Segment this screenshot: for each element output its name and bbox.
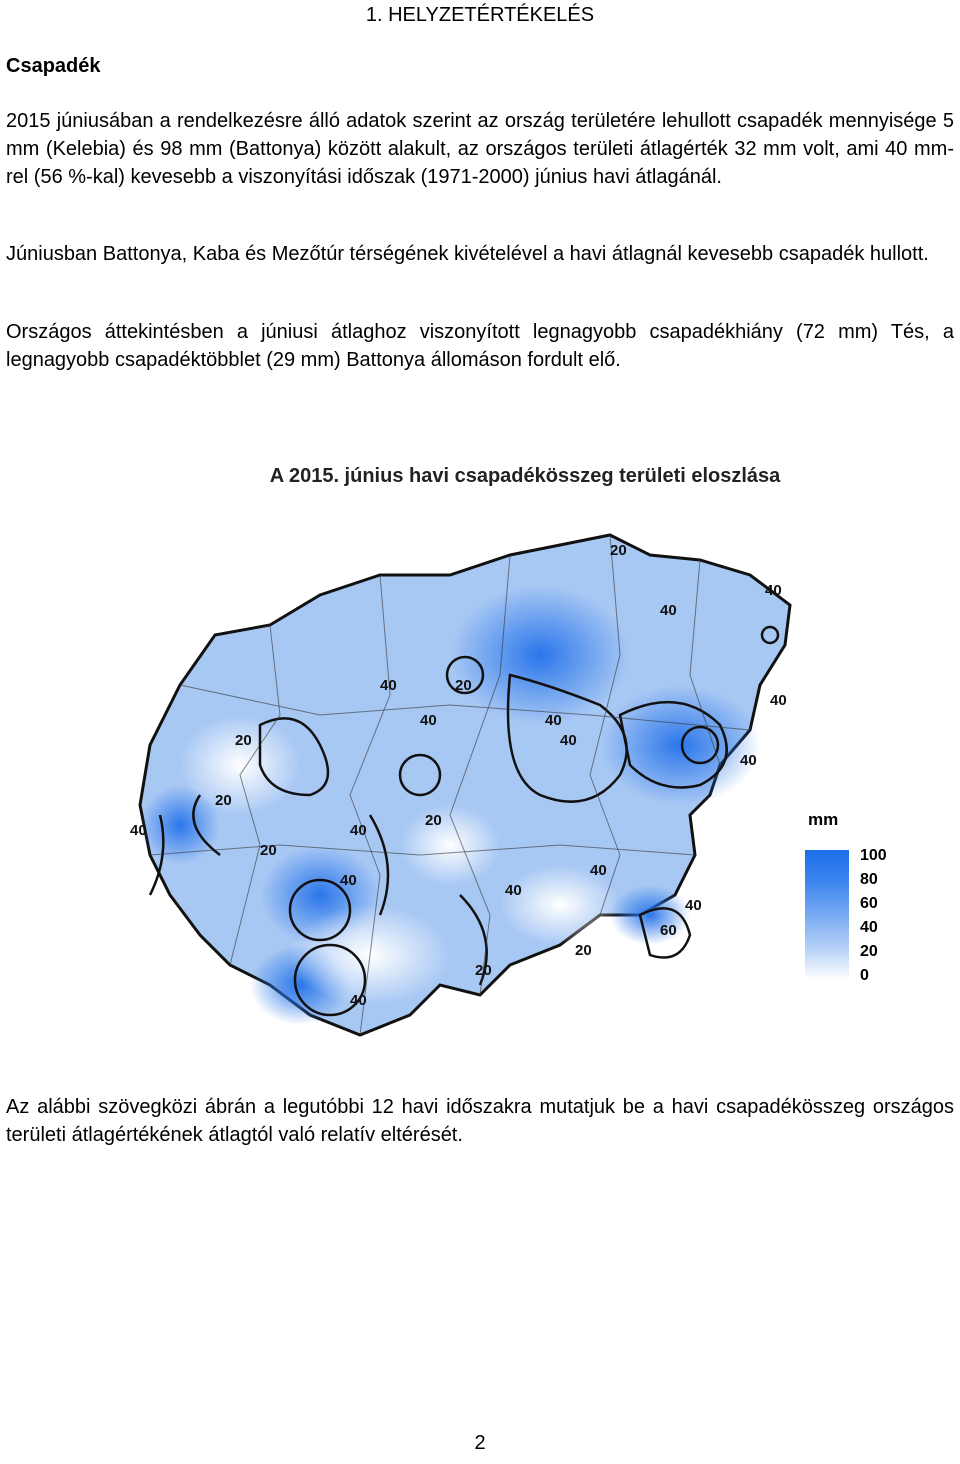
contour-label: 40	[130, 822, 147, 839]
page-heading: 1. HELYZETÉRTÉKELÉS	[365, 4, 595, 26]
contour-label: 40	[660, 602, 677, 619]
legend-tick: 60	[860, 895, 878, 912]
paragraph-3: Országos áttekintésben a júniusi átlagho…	[6, 321, 954, 371]
legend-tick: 100	[860, 847, 887, 864]
paragraph-2: Júniusban Battonya, Kaba és Mezőtúr térs…	[6, 243, 929, 265]
contour-label: 40	[770, 692, 787, 709]
contour-label: 20	[260, 842, 277, 859]
contour-lines	[148, 625, 780, 1017]
contour-label: 20	[235, 732, 252, 749]
contour-label: 60	[660, 922, 677, 939]
legend-tick: 0	[860, 967, 869, 984]
contour-label: 40	[765, 582, 782, 599]
contour-label: 40	[740, 752, 757, 769]
map: 20 40 40 20 40 20 40 40 20 40 40 20 40 4…	[120, 515, 800, 1050]
page-number: 2	[474, 1432, 486, 1454]
contour-label: 20	[610, 542, 627, 559]
contour-label: 20	[425, 812, 442, 829]
hungary-precipitation-map: 20 40 40 20 40 20 40 40 20 40 40 20 40 4…	[130, 533, 792, 1037]
contour-label: 40	[350, 992, 367, 1009]
color-legend: mm 100 80 60 40 20 0	[800, 805, 920, 1005]
section-title: Csapadék	[6, 55, 101, 77]
contour-label: 40	[380, 677, 397, 694]
paragraph-1: 2015 júniusában a rendelkezésre álló ada…	[6, 110, 954, 188]
contour-label: 20	[575, 942, 592, 959]
contour-label: 40	[545, 712, 562, 729]
contour-label: 20	[215, 792, 232, 809]
contour-label: 40	[505, 882, 522, 899]
legend-color-bar	[805, 850, 849, 980]
figure-title: A 2015. június havi csapadékösszeg terül…	[269, 465, 781, 487]
legend-tick: 80	[860, 871, 878, 888]
legend-unit: mm	[808, 810, 839, 829]
contour-label: 40	[590, 862, 607, 879]
contour-label: 20	[455, 677, 472, 694]
precipitation-map-figure: A 2015. június havi csapadékösszeg terül…	[120, 455, 890, 1045]
legend-tick: 40	[860, 919, 878, 936]
county-borders	[149, 534, 751, 1036]
contour-label: 20	[475, 962, 492, 979]
contour-label: 40	[685, 897, 702, 914]
paragraph-4: Az alábbi szövegközi ábrán a legutóbbi 1…	[6, 1096, 954, 1146]
contour-label: 40	[350, 822, 367, 839]
contour-labels: 20 40 40 20 40 20 40 40 20 40 40 20 40 4…	[130, 542, 787, 1009]
contour-label: 40	[560, 732, 577, 749]
contour-label: 40	[420, 712, 437, 729]
contour-label: 40	[340, 872, 357, 889]
legend-tick: 20	[860, 943, 878, 960]
